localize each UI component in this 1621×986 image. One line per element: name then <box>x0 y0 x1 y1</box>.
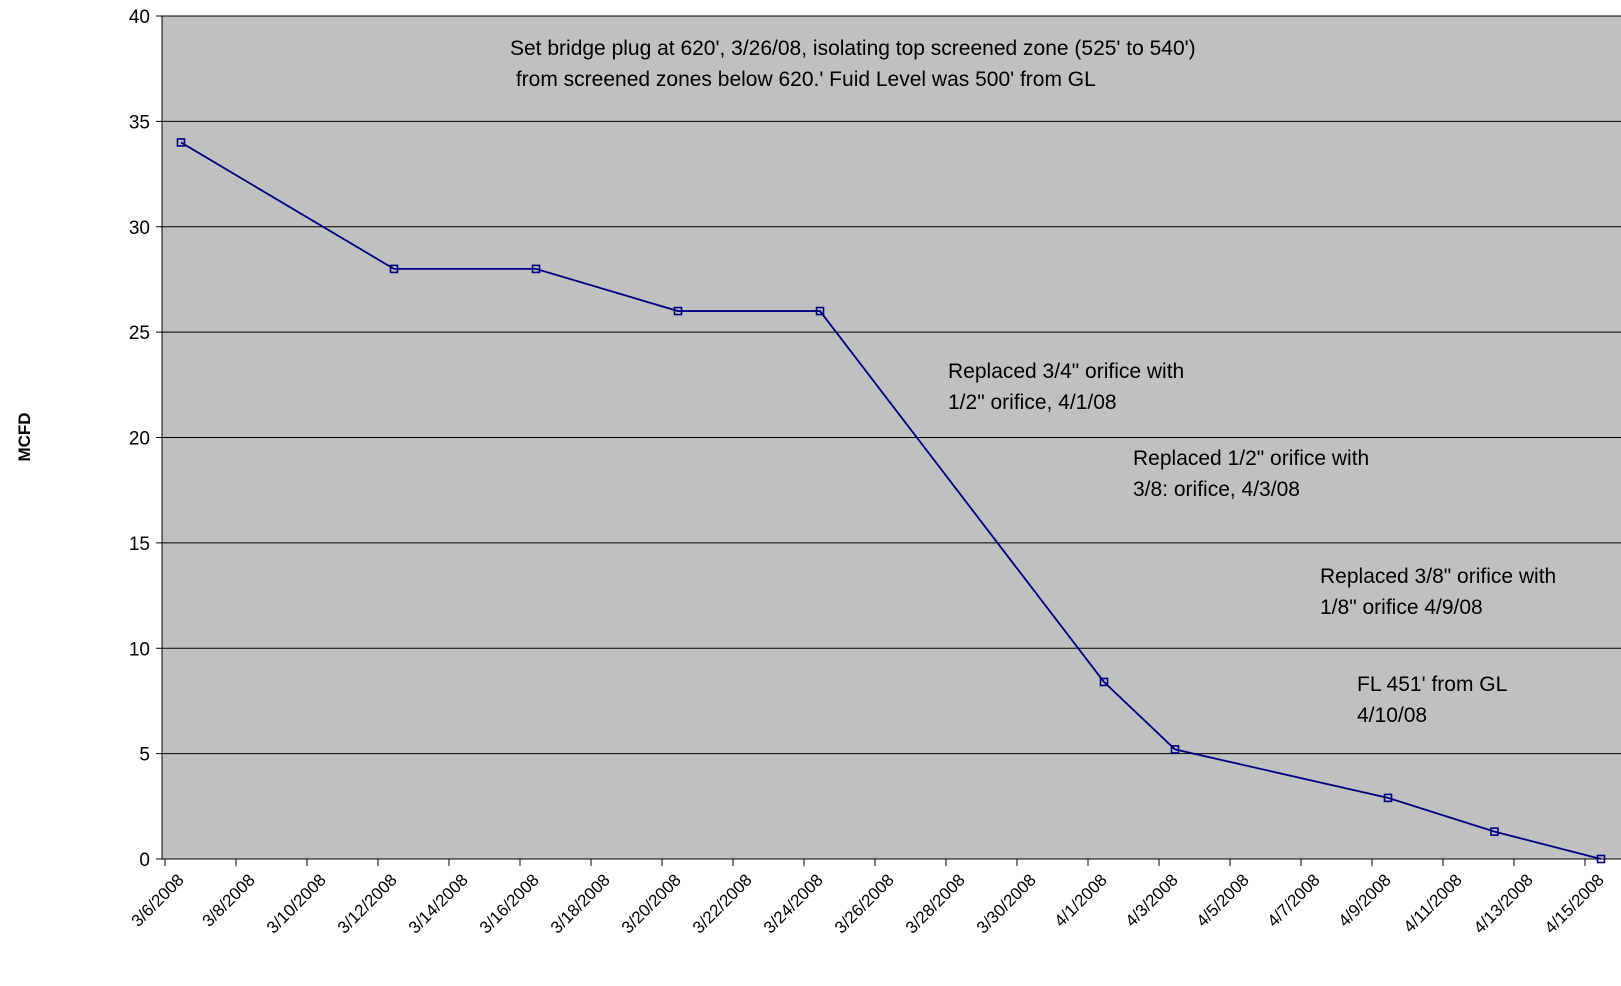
annotation-line: 1/2" orifice, 4/1/08 <box>948 391 1117 414</box>
x-tick-label: 3/14/2008 <box>405 870 472 937</box>
x-tick-label: 3/28/2008 <box>902 870 969 937</box>
data-point <box>176 138 186 147</box>
annotation-text: Replaced 1/2" orifice with 3/8: orifice, … <box>1133 447 1369 501</box>
annotation-line: Replaced 1/2" orifice with <box>1133 447 1369 470</box>
x-tick-label: 3/24/2008 <box>760 870 827 937</box>
x-tick-label: 4/15/2008 <box>1541 870 1608 937</box>
y-tick-label: 10 <box>129 639 150 660</box>
annotation-line: 3/8: orifice, 4/3/08 <box>1133 478 1300 501</box>
x-tick-label: 3/20/2008 <box>618 870 685 937</box>
x-tick-label: 3/30/2008 <box>973 870 1040 937</box>
annotation-text: FL 451' from GL 4/10/08 <box>1357 673 1507 727</box>
x-tick-label: 4/13/2008 <box>1470 870 1537 937</box>
data-point <box>1099 677 1109 687</box>
annotation-line: from screened zones below 620.' Fuid Lev… <box>510 68 1096 91</box>
series-line <box>180 141 1602 860</box>
data-point <box>815 306 825 316</box>
annotation-text: Set bridge plug at 620', 3/26/08, isolat… <box>510 37 1196 91</box>
annotation-line: 4/10/08 <box>1357 704 1427 727</box>
data-point <box>1596 854 1606 864</box>
annotation-text: Replaced 3/8" orifice with 1/8" orifice 4… <box>1320 565 1556 619</box>
y-tick-label: 0 <box>139 850 150 871</box>
data-point <box>673 306 683 316</box>
annotation-line: Replaced 3/8" orifice with <box>1320 565 1556 588</box>
x-tick-label: 3/10/2008 <box>263 870 330 937</box>
x-tick-label: 4/3/2008 <box>1122 870 1182 930</box>
x-tick-label: 3/6/2008 <box>128 870 188 930</box>
x-tick-label: 3/12/2008 <box>334 870 401 937</box>
x-tick-label: 3/26/2008 <box>831 870 898 937</box>
x-tick-label: 4/1/2008 <box>1051 870 1111 930</box>
x-tick-label: 3/22/2008 <box>689 870 756 937</box>
data-point <box>389 264 399 274</box>
y-tick-label: 15 <box>129 534 150 555</box>
annotation-line: FL 451' from GL <box>1357 673 1507 696</box>
annotation-line: Replaced 3/4" orifice with <box>948 360 1184 383</box>
x-tick-label: 3/16/2008 <box>476 870 543 937</box>
y-tick-label: 35 <box>129 112 150 133</box>
x-tick-label: 3/18/2008 <box>547 870 614 937</box>
data-series <box>176 138 1606 864</box>
x-tick-label: 4/11/2008 <box>1400 870 1466 936</box>
x-tick-label: 4/9/2008 <box>1335 870 1395 930</box>
y-tick-label: 40 <box>129 7 150 28</box>
annotations: Set bridge plug at 620', 3/26/08, isolat… <box>510 37 1556 727</box>
data-point <box>1170 745 1180 754</box>
x-tick-label: 4/7/2008 <box>1264 870 1324 930</box>
data-point <box>1383 793 1393 803</box>
x-tick-label: 4/5/2008 <box>1193 870 1253 930</box>
annotation-text: Replaced 3/4" orifice with 1/2" orifice, … <box>948 360 1184 414</box>
y-axis-title: MCFD <box>15 412 34 461</box>
annotation-line: 1/8" orifice 4/9/08 <box>1320 596 1483 619</box>
gridlines <box>162 15 1621 755</box>
x-tick-label: 3/8/2008 <box>199 870 259 930</box>
data-point <box>531 264 541 274</box>
y-tick-label: 25 <box>129 323 150 344</box>
y-tick-label: 5 <box>139 745 150 766</box>
data-point <box>1490 827 1499 836</box>
annotation-line: Set bridge plug at 620', 3/26/08, isolat… <box>510 37 1196 60</box>
y-tick-label: 20 <box>129 429 150 450</box>
y-tick-label: 30 <box>129 218 150 239</box>
